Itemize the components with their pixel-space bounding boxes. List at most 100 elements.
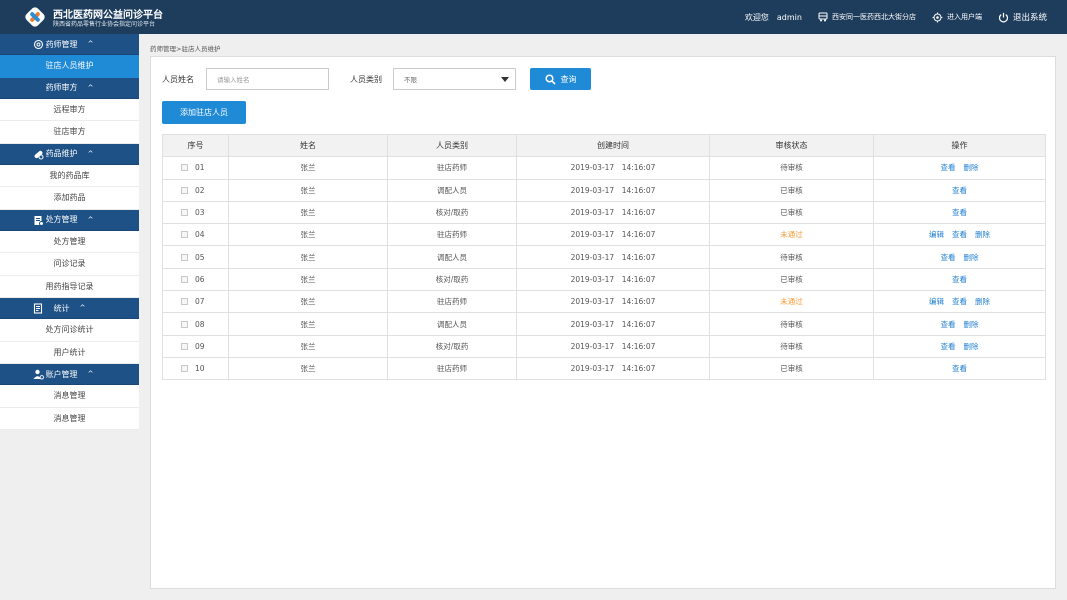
edit-link[interactable]: 编辑 bbox=[929, 230, 944, 240]
chevron-up-icon: ^ bbox=[87, 40, 94, 48]
top-right-tools: 欢迎您 admin 西安同一医药西北大街分店 进入用户端 退出系统 bbox=[745, 0, 1047, 34]
sidebar-item-rx-mgmt[interactable]: 处方管理 bbox=[0, 230, 139, 253]
table-row: 09 张兰 核对/取药 2019-03-17 14:16:07 待审核 查看 删除 bbox=[162, 334, 1046, 358]
nav-group-drugs[interactable]: 药品维护 ^ bbox=[0, 143, 139, 165]
view-link[interactable]: 查看 bbox=[952, 364, 967, 374]
row-status: 待审核 bbox=[709, 334, 874, 358]
row-index: 09 bbox=[195, 341, 205, 351]
edit-link[interactable]: 编辑 bbox=[929, 297, 944, 307]
row-type: 核对/取药 bbox=[387, 267, 517, 292]
row-checkbox[interactable] bbox=[181, 209, 188, 217]
add-staff-button[interactable]: 添加驻店人员 bbox=[162, 101, 246, 124]
row-checkbox[interactable] bbox=[181, 320, 188, 328]
enter-user-label: 进入用户端 bbox=[946, 13, 982, 21]
row-actions: 编辑 查看 删除 bbox=[873, 223, 1046, 247]
row-checkbox[interactable] bbox=[181, 164, 188, 172]
sidebar-item-store-staff[interactable]: 驻店人员维护 bbox=[0, 55, 139, 78]
row-checkbox[interactable] bbox=[181, 342, 188, 350]
row-created: 2019-03-17 14:16:07 bbox=[516, 156, 710, 180]
row-checkbox[interactable] bbox=[181, 365, 188, 373]
sidebar-item-rx-consult-stats[interactable]: 处方问诊统计 bbox=[0, 319, 139, 342]
sidebar-item-user-stats[interactable]: 用户统计 bbox=[0, 341, 139, 364]
row-name: 张兰 bbox=[228, 245, 388, 269]
row-checkbox[interactable] bbox=[181, 231, 188, 239]
row-type: 驻店药师 bbox=[387, 356, 517, 381]
delete-link[interactable]: 删除 bbox=[963, 163, 979, 173]
row-checkbox[interactable] bbox=[181, 186, 188, 194]
row-created: 2019-03-17 14:16:07 bbox=[516, 312, 710, 336]
row-status: 未通过 bbox=[709, 223, 874, 247]
delete-link[interactable]: 删除 bbox=[963, 341, 979, 351]
chevron-up-icon: ^ bbox=[87, 370, 94, 378]
nav-subgroup-review[interactable]: 药师审方 ^ bbox=[0, 77, 139, 99]
row-name: 张兰 bbox=[228, 312, 388, 336]
nav-group-pharmacist[interactable]: 药师管理 ^ bbox=[0, 34, 139, 55]
row-name: 张兰 bbox=[228, 290, 388, 314]
dropdown-arrow-icon bbox=[501, 77, 509, 82]
type-select-value: 不限 bbox=[404, 76, 417, 84]
row-checkbox[interactable] bbox=[181, 298, 188, 306]
view-link[interactable]: 查看 bbox=[952, 185, 967, 195]
row-status: 已审核 bbox=[709, 200, 874, 225]
nav-group-stats[interactable]: 统计 ^ bbox=[0, 298, 139, 319]
store-switch[interactable]: 西安同一医药西北大街分店 bbox=[818, 12, 916, 22]
row-index-cell: 03 bbox=[162, 200, 229, 225]
table-row: 03 张兰 核对/取药 2019-03-17 14:16:07 已审核 查看 bbox=[162, 200, 1046, 225]
delete-link[interactable]: 删除 bbox=[975, 297, 990, 307]
view-link[interactable]: 查看 bbox=[952, 297, 967, 307]
row-checkbox[interactable] bbox=[181, 275, 188, 283]
nav-group-account[interactable]: 账户管理 ^ bbox=[0, 364, 139, 385]
view-link[interactable]: 查看 bbox=[940, 341, 956, 351]
row-index-cell: 10 bbox=[162, 356, 229, 381]
row-type: 驻店药师 bbox=[387, 156, 517, 180]
delete-link[interactable]: 删除 bbox=[963, 319, 979, 329]
sidebar-item-add-drug[interactable]: 添加药品 bbox=[0, 187, 139, 210]
welcome-text: 欢迎您 admin bbox=[745, 12, 802, 23]
view-link[interactable]: 查看 bbox=[940, 163, 956, 173]
enter-user-side[interactable]: 进入用户端 bbox=[932, 12, 982, 23]
row-status: 待审核 bbox=[709, 312, 874, 336]
row-name: 张兰 bbox=[228, 178, 388, 202]
view-link[interactable]: 查看 bbox=[940, 252, 956, 262]
sidebar-item-my-drugs[interactable]: 我的药品库 bbox=[0, 164, 139, 187]
chevron-up-icon: ^ bbox=[79, 304, 86, 312]
row-created: 2019-03-17 14:16:07 bbox=[516, 178, 710, 202]
type-select[interactable]: 不限 bbox=[393, 68, 516, 90]
row-created: 2019-03-17 14:16:07 bbox=[516, 334, 710, 358]
row-actions: 查看 bbox=[873, 356, 1046, 381]
nav-group-label: 药品维护 bbox=[45, 149, 78, 158]
view-link[interactable]: 查看 bbox=[940, 319, 956, 329]
name-search-input[interactable]: 请输入姓名 bbox=[206, 68, 329, 90]
view-link[interactable]: 查看 bbox=[952, 208, 967, 218]
query-button[interactable]: 查询 bbox=[530, 68, 591, 90]
col-header-index: 序号 bbox=[162, 133, 229, 158]
row-actions: 编辑 查看 删除 bbox=[873, 290, 1046, 314]
row-type: 驻店药师 bbox=[387, 223, 517, 247]
delete-link[interactable]: 删除 bbox=[975, 230, 990, 240]
row-type: 核对/取药 bbox=[387, 200, 517, 225]
sidebar-item-remote-review[interactable]: 远程审方 bbox=[0, 98, 139, 121]
row-name: 张兰 bbox=[228, 356, 388, 381]
row-checkbox[interactable] bbox=[181, 253, 188, 261]
row-type: 核对/取药 bbox=[387, 334, 517, 358]
row-actions: 查看 删除 bbox=[873, 156, 1046, 180]
table-row: 06 张兰 核对/取药 2019-03-17 14:16:07 已审核 查看 bbox=[162, 267, 1046, 292]
breadcrumb: 药师管理>驻店人员维护 bbox=[150, 45, 221, 53]
chevron-up-icon: ^ bbox=[87, 215, 94, 224]
row-index: 04 bbox=[195, 230, 205, 240]
view-link[interactable]: 查看 bbox=[952, 274, 967, 284]
view-link[interactable]: 查看 bbox=[952, 230, 967, 240]
sidebar-item-messages-2[interactable]: 消息管理 bbox=[0, 407, 139, 430]
row-index: 03 bbox=[195, 208, 205, 218]
nav-group-prescription[interactable]: 处方管理 ^ bbox=[0, 209, 139, 231]
logout-button[interactable]: 退出系统 bbox=[998, 11, 1047, 23]
row-actions: 查看 bbox=[873, 267, 1046, 292]
current-user: admin bbox=[776, 12, 802, 22]
sidebar-item-store-review[interactable]: 驻店审方 bbox=[0, 121, 139, 144]
delete-link[interactable]: 删除 bbox=[963, 252, 979, 262]
row-type: 调配人员 bbox=[387, 312, 517, 336]
row-index-cell: 02 bbox=[162, 178, 229, 202]
sidebar-item-consult-records[interactable]: 问诊记录 bbox=[0, 253, 139, 276]
sidebar-item-messages[interactable]: 消息管理 bbox=[0, 385, 139, 408]
sidebar-item-med-guide[interactable]: 用药指导记录 bbox=[0, 275, 139, 298]
